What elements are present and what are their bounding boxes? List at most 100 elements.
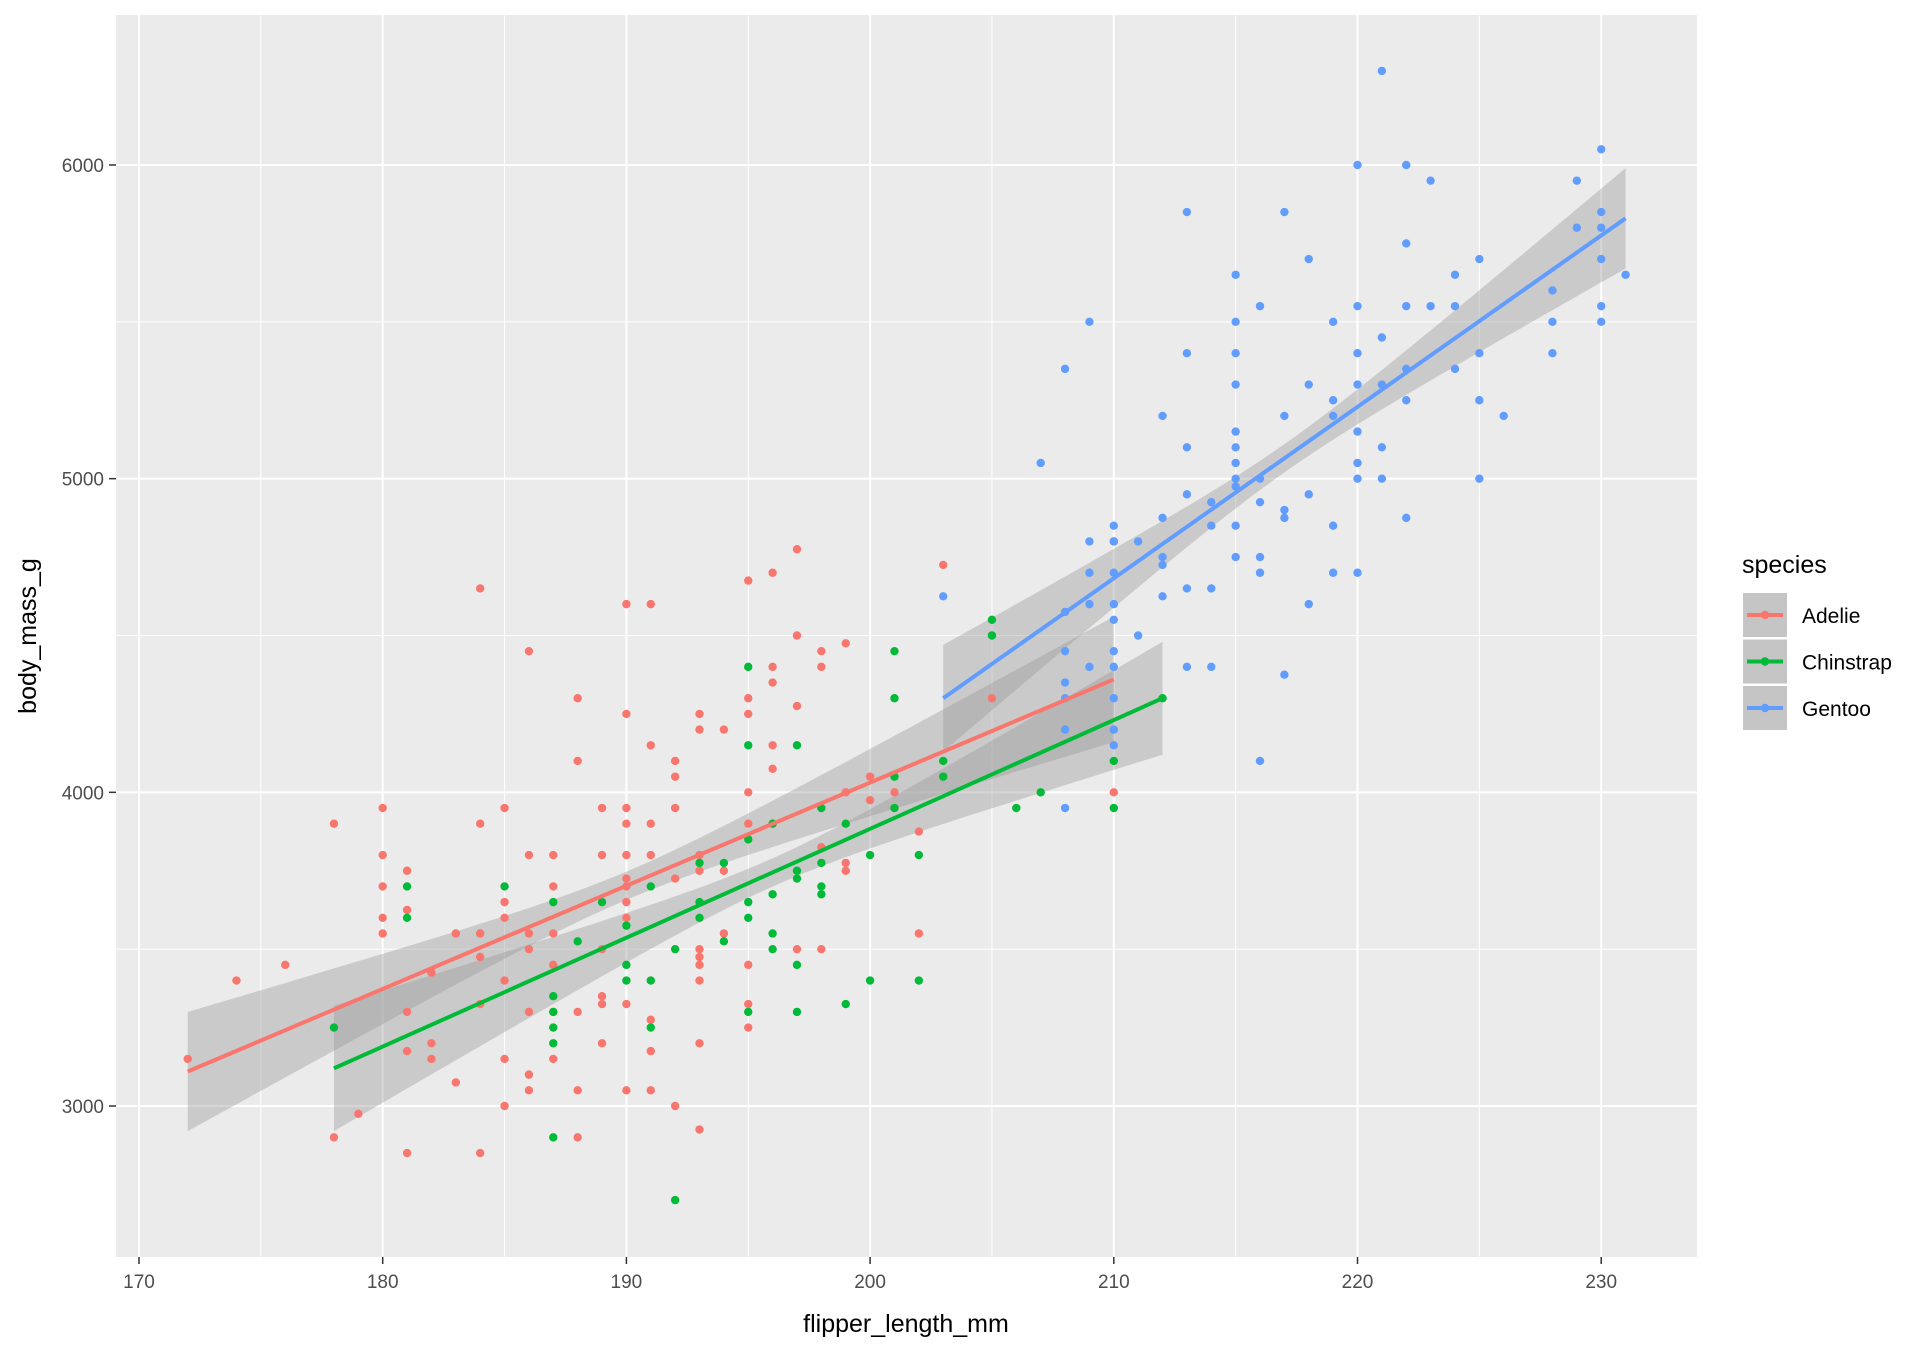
point-adelie bbox=[670, 1101, 680, 1111]
point-adelie bbox=[427, 1039, 436, 1048]
point-adelie bbox=[695, 1039, 704, 1048]
point-gentoo bbox=[1109, 741, 1119, 750]
point-adelie bbox=[646, 599, 655, 609]
legend-label-chinstrap: Chinstrap bbox=[1802, 652, 1892, 675]
fit-line-gentoo bbox=[942, 216, 1627, 700]
point-adelie bbox=[475, 952, 485, 962]
point-gentoo bbox=[1231, 458, 1240, 468]
point-gentoo bbox=[1231, 427, 1240, 436]
point-gentoo bbox=[1353, 427, 1362, 436]
point-adelie bbox=[402, 866, 412, 875]
point-gentoo bbox=[1182, 662, 1192, 672]
legend-label-gentoo: Gentoo bbox=[1802, 698, 1871, 721]
legend: species Adelie Chinstrap Gentoo bbox=[1742, 551, 1892, 730]
point-chinstrap bbox=[402, 882, 412, 891]
point-chinstrap bbox=[768, 890, 777, 899]
point-adelie bbox=[524, 1086, 534, 1095]
grid-lines bbox=[116, 15, 1697, 1257]
point-gentoo bbox=[1304, 254, 1313, 264]
point-adelie bbox=[792, 701, 802, 711]
point-chinstrap bbox=[890, 694, 899, 703]
point-chinstrap bbox=[768, 929, 777, 938]
point-chinstrap bbox=[792, 874, 802, 883]
point-adelie bbox=[329, 819, 339, 828]
point-adelie bbox=[378, 803, 387, 813]
point-adelie bbox=[719, 866, 729, 875]
point-gentoo bbox=[1280, 207, 1289, 217]
point-adelie bbox=[792, 545, 802, 554]
point-gentoo bbox=[1280, 670, 1289, 679]
point-gentoo bbox=[1450, 301, 1460, 311]
point-gentoo bbox=[1353, 160, 1362, 170]
point-adelie bbox=[670, 772, 680, 781]
point-adelie bbox=[670, 756, 680, 766]
point-chinstrap bbox=[914, 850, 924, 860]
point-gentoo bbox=[1231, 380, 1240, 389]
point-gentoo bbox=[1377, 474, 1387, 483]
point-gentoo bbox=[1158, 513, 1167, 523]
point-gentoo bbox=[1597, 207, 1606, 217]
data-points bbox=[183, 66, 1630, 1205]
legend-label-adelie: Adelie bbox=[1802, 605, 1860, 628]
point-gentoo bbox=[1475, 348, 1484, 358]
point-gentoo bbox=[1572, 223, 1582, 232]
point-gentoo bbox=[1207, 584, 1216, 593]
point-gentoo bbox=[1231, 521, 1240, 530]
point-gentoo bbox=[1304, 380, 1313, 389]
point-adelie bbox=[768, 764, 777, 774]
point-chinstrap bbox=[402, 913, 412, 922]
point-chinstrap bbox=[695, 858, 704, 868]
point-adelie bbox=[378, 929, 387, 938]
point-gentoo bbox=[1085, 599, 1094, 609]
point-gentoo bbox=[1060, 678, 1070, 687]
point-gentoo bbox=[1182, 207, 1192, 217]
point-adelie bbox=[451, 929, 461, 938]
point-adelie bbox=[792, 944, 802, 954]
point-adelie bbox=[524, 944, 534, 954]
point-chinstrap bbox=[744, 662, 753, 672]
point-gentoo bbox=[1597, 317, 1606, 327]
point-adelie bbox=[1109, 788, 1119, 797]
point-gentoo bbox=[1085, 317, 1094, 327]
point-chinstrap bbox=[792, 741, 802, 750]
point-gentoo bbox=[1426, 301, 1435, 311]
point-adelie bbox=[695, 725, 704, 734]
point-chinstrap bbox=[841, 819, 850, 828]
point-gentoo bbox=[1231, 348, 1240, 358]
point-adelie bbox=[378, 913, 387, 922]
point-adelie bbox=[744, 788, 753, 797]
point-gentoo bbox=[1597, 223, 1606, 232]
point-chinstrap bbox=[622, 960, 631, 970]
point-gentoo bbox=[1353, 458, 1362, 468]
point-gentoo bbox=[1255, 568, 1265, 577]
point-gentoo bbox=[1133, 631, 1143, 640]
point-adelie bbox=[622, 709, 631, 719]
point-adelie bbox=[402, 1046, 412, 1056]
point-adelie bbox=[622, 897, 631, 907]
point-adelie bbox=[890, 788, 899, 797]
point-chinstrap bbox=[573, 937, 582, 946]
point-gentoo bbox=[1231, 482, 1240, 491]
point-gentoo bbox=[1328, 317, 1338, 327]
point-adelie bbox=[817, 944, 826, 954]
point-chinstrap bbox=[1012, 803, 1021, 813]
point-adelie bbox=[646, 819, 655, 828]
point-adelie bbox=[500, 976, 509, 985]
legend-dot bbox=[1760, 657, 1770, 666]
point-gentoo bbox=[1328, 521, 1338, 530]
point-adelie bbox=[646, 741, 655, 750]
point-adelie bbox=[744, 709, 753, 719]
point-gentoo bbox=[1085, 537, 1094, 546]
point-adelie bbox=[646, 1086, 655, 1095]
point-adelie bbox=[524, 646, 534, 656]
point-adelie bbox=[744, 999, 753, 1009]
point-adelie bbox=[865, 795, 875, 805]
point-gentoo bbox=[1158, 592, 1167, 601]
point-gentoo bbox=[1109, 599, 1119, 609]
point-adelie bbox=[524, 1007, 534, 1017]
point-chinstrap bbox=[817, 882, 826, 891]
point-chinstrap bbox=[549, 1039, 558, 1048]
axes: 170 180 190 200 210 220 230 3000 4000 5000 6000 bbox=[62, 156, 1617, 1293]
point-gentoo bbox=[1475, 474, 1484, 483]
point-gentoo bbox=[1402, 513, 1411, 523]
